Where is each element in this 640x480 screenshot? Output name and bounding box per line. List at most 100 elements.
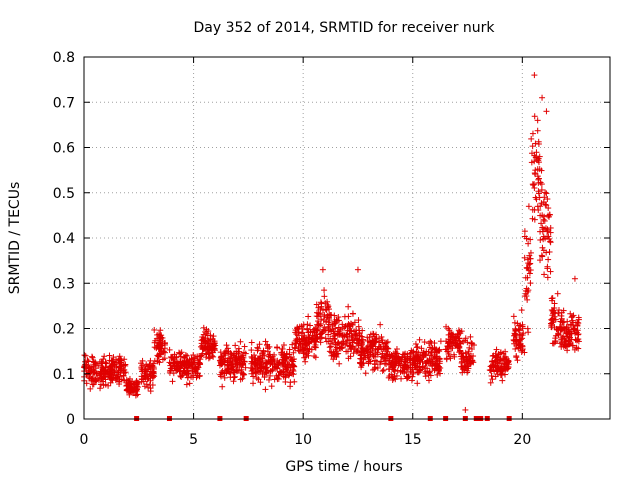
data-point (188, 356, 195, 363)
data-point (381, 360, 388, 367)
data-point (364, 348, 371, 355)
data-point (123, 377, 130, 384)
data-point (192, 365, 199, 372)
data-point (265, 376, 272, 383)
data-point (314, 321, 321, 328)
data-point (197, 356, 204, 363)
data-point (431, 366, 438, 373)
data-point (521, 233, 528, 240)
data-point (420, 363, 427, 370)
data-point (461, 337, 468, 344)
data-point (234, 362, 241, 369)
data-point (114, 369, 121, 376)
data-point (218, 373, 225, 380)
data-point (184, 358, 191, 365)
data-point (98, 376, 105, 383)
data-point (115, 356, 122, 363)
data-point (431, 345, 438, 352)
data-point (122, 369, 129, 376)
data-point (370, 338, 377, 345)
data-point (528, 150, 535, 157)
data-point (420, 353, 427, 360)
data-point (566, 340, 573, 347)
data-point (282, 378, 289, 385)
data-point (365, 358, 372, 365)
data-point (358, 344, 365, 351)
data-point (254, 361, 261, 368)
data-point (173, 354, 180, 361)
data-point (402, 361, 409, 368)
data-point (561, 325, 568, 332)
data-point (398, 375, 405, 382)
data-point (288, 357, 295, 364)
data-point (349, 310, 356, 317)
data-point (242, 350, 249, 357)
data-point (264, 345, 271, 352)
data-point (345, 313, 352, 320)
data-point (512, 326, 519, 333)
data-point (284, 367, 291, 374)
data-point (162, 349, 169, 356)
data-point (223, 342, 230, 349)
data-point (519, 323, 526, 330)
data-point (332, 332, 339, 339)
data-point (189, 374, 196, 381)
data-point (289, 370, 296, 377)
data-point (105, 382, 112, 389)
data-point (531, 113, 538, 120)
data-point (332, 346, 339, 353)
data-point (203, 350, 210, 357)
data-point (389, 374, 396, 381)
data-point (502, 366, 509, 373)
data-point (574, 322, 581, 329)
data-point (350, 337, 357, 344)
data-point (344, 337, 351, 344)
data-point (558, 336, 565, 343)
data-point (348, 327, 355, 334)
data-point (409, 366, 416, 373)
data-point (535, 190, 542, 197)
data-point (379, 350, 386, 357)
data-point (533, 149, 540, 156)
data-point (467, 333, 474, 340)
data-point (292, 340, 299, 347)
data-point (446, 339, 453, 346)
data-point (429, 362, 436, 369)
data-point (554, 290, 561, 297)
data-point (552, 337, 559, 344)
data-point (408, 377, 415, 384)
data-point (371, 360, 378, 367)
data-point (513, 327, 520, 334)
data-point (574, 337, 581, 344)
data-point (248, 347, 255, 354)
data-point (312, 344, 319, 351)
data-point (462, 406, 469, 413)
data-point (292, 345, 299, 352)
data-point (465, 365, 472, 372)
data-point (333, 316, 340, 323)
data-point (391, 368, 398, 375)
data-point (339, 321, 346, 328)
data-point (546, 235, 553, 242)
data-point (567, 310, 574, 317)
data-point (518, 307, 525, 314)
data-point (235, 348, 242, 355)
data-point (223, 347, 230, 354)
data-point (221, 358, 228, 365)
data-point (184, 374, 191, 381)
data-point (418, 345, 425, 352)
data-point (206, 340, 213, 347)
data-point (271, 376, 278, 383)
data-point (295, 343, 302, 350)
data-point (117, 365, 124, 372)
data-point (110, 368, 117, 375)
data-point (434, 349, 441, 356)
data-point (289, 341, 296, 348)
data-point (347, 323, 354, 330)
data-point (161, 339, 168, 346)
data-point (575, 345, 582, 352)
data-point (109, 361, 116, 368)
data-point (354, 266, 361, 273)
data-point (248, 370, 255, 377)
data-point (320, 326, 327, 333)
